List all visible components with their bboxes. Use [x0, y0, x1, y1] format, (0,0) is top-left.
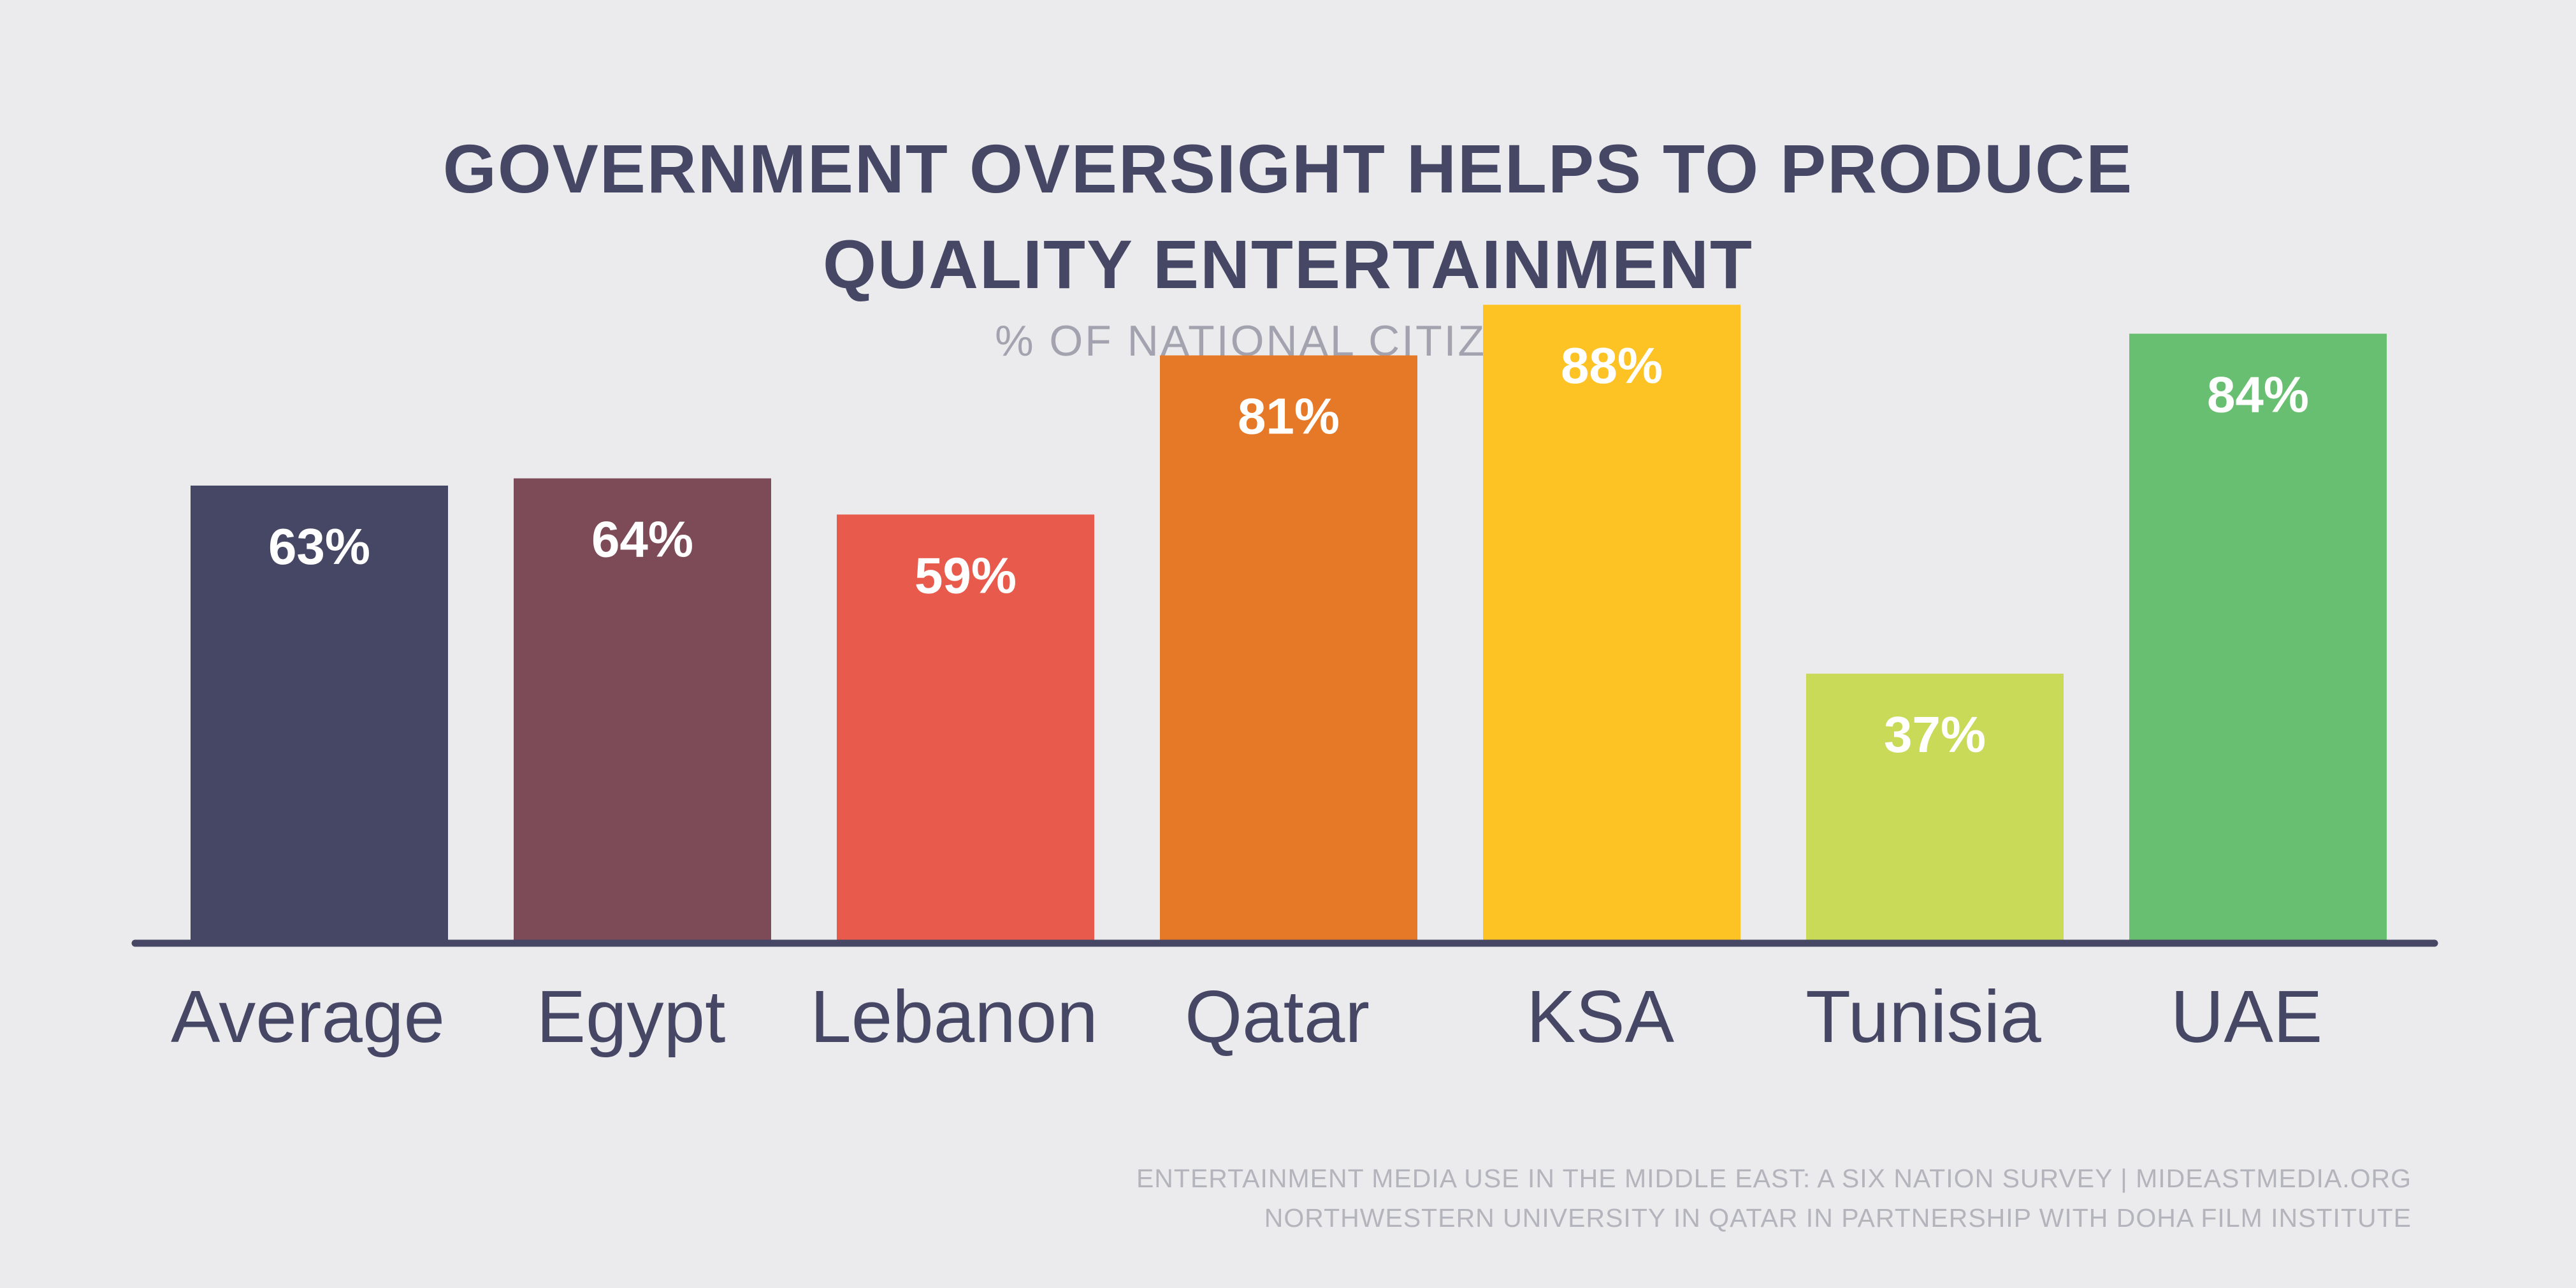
bar-qatar [1160, 355, 1417, 941]
category-label-lebanon: Lebanon [810, 975, 1098, 1058]
category-label-uae: UAE [2171, 975, 2323, 1058]
source-footer: ENTERTAINMENT MEDIA USE IN THE MIDDLE EA… [1136, 1159, 2412, 1238]
category-label-average: Average [171, 975, 445, 1058]
bar-average [191, 485, 448, 941]
chart-header: GOVERNMENT OVERSIGHT HELPS TO PRODUCE QU… [0, 121, 2576, 370]
value-label-ksa: 88% [1561, 337, 1663, 394]
bar-lebanon [837, 514, 1094, 941]
value-label-lebanon: 59% [915, 547, 1017, 604]
value-label-egypt: 64% [591, 511, 693, 568]
value-label-average: 63% [268, 518, 370, 575]
category-label-tunisia: Tunisia [1805, 975, 2041, 1058]
category-label-qatar: Qatar [1185, 975, 1370, 1058]
value-label-uae: 84% [2207, 366, 2309, 423]
bar-egypt [514, 478, 771, 941]
bar-uae [2129, 333, 2387, 941]
source-line-2: NORTHWESTERN UNIVERSITY IN QATAR IN PART… [1264, 1203, 2412, 1233]
bar-tunisia [1806, 674, 2064, 941]
value-label-tunisia: 37% [1884, 706, 1986, 763]
bar-ksa [1483, 305, 1740, 941]
chart-title: GOVERNMENT OVERSIGHT HELPS TO PRODUCE QU… [442, 130, 2134, 303]
category-label-ksa: KSA [1526, 975, 1675, 1058]
value-label-qatar: 81% [1238, 388, 1340, 445]
category-label-egypt: Egypt [537, 975, 726, 1058]
source-line-1: ENTERTAINMENT MEDIA USE IN THE MIDDLE EA… [1136, 1164, 2412, 1193]
